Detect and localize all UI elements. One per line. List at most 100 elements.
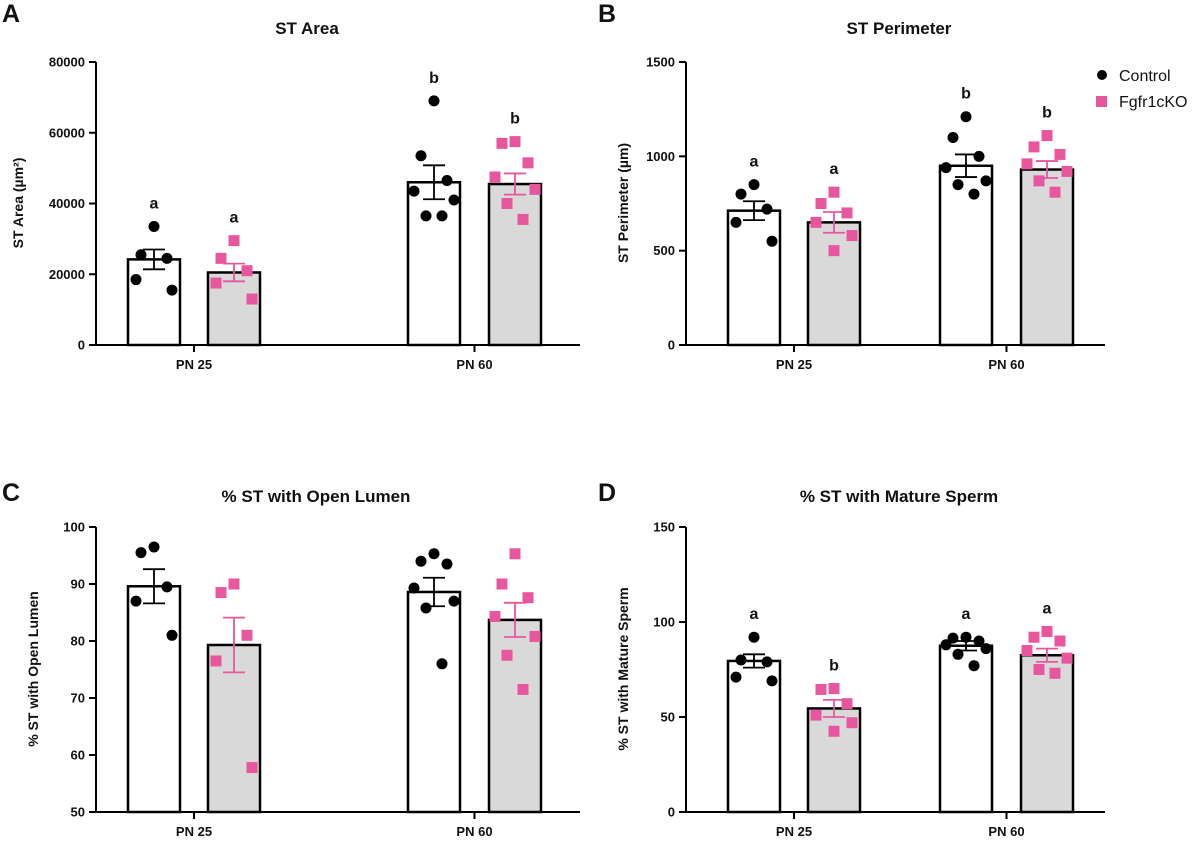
data-point-control <box>408 185 420 197</box>
y-axis-label: % ST with Open Lumen <box>25 591 41 747</box>
data-point-control <box>441 558 453 570</box>
x-tick-label: PN 25 <box>776 824 812 839</box>
panel-a: A ST Area ST Area (µm²) 0 20000 40000 60000… <box>2 0 580 372</box>
y-tick-label: 60 <box>71 748 85 763</box>
data-point-fgfr1ckO <box>1028 141 1040 153</box>
data-point-fgfr1ckO <box>846 717 858 729</box>
y-tick-label: 500 <box>653 243 675 258</box>
chart-title: ST Area <box>275 19 339 38</box>
data-point-control <box>761 203 773 215</box>
legend: Control Fgfr1cKO <box>1096 68 1187 111</box>
bar-fgfr1ckO <box>1019 654 1075 814</box>
data-point-fgfr1ckO <box>215 252 227 264</box>
data-point-fgfr1ckO <box>828 683 840 694</box>
x-tick-label: PN 60 <box>988 824 1024 839</box>
significance-letter: b <box>510 111 520 128</box>
data-point-fgfr1ckO <box>517 683 529 695</box>
data-point-fgfr1ckO <box>241 265 253 277</box>
data-point-control <box>730 671 742 683</box>
data-point-control <box>735 654 747 666</box>
data-point-fgfr1ckO <box>810 216 822 228</box>
data-point-control <box>135 249 147 261</box>
data-point-fgfr1ckO <box>246 762 258 774</box>
significance-letter: a <box>1043 601 1052 618</box>
data-point-fgfr1ckO <box>1041 130 1053 142</box>
data-point-control <box>148 220 160 232</box>
data-point-fgfr1ckO <box>496 578 508 590</box>
data-point-fgfr1ckO <box>246 293 258 305</box>
data-point-fgfr1ckO <box>810 709 822 721</box>
data-point-fgfr1ckO <box>1041 626 1053 637</box>
y-tick-label: 0 <box>668 338 675 353</box>
data-point-control <box>130 274 142 286</box>
data-point-control <box>135 547 147 559</box>
y-tick-label: 100 <box>653 615 675 630</box>
data-point-fgfr1ckO <box>509 548 521 560</box>
data-point-control <box>761 656 773 668</box>
y-tick-label: 1000 <box>646 149 675 164</box>
data-point-control <box>940 162 952 174</box>
plot-area: 0 500 1000 1500 PN 25 PN 60 a b a b <box>646 55 1105 372</box>
data-point-fgfr1ckO <box>828 725 840 737</box>
data-point-fgfr1ckO <box>1033 664 1045 675</box>
panel-letter-a: A <box>2 0 20 28</box>
data-point-control <box>947 632 959 644</box>
data-point-control <box>952 179 964 191</box>
significance-letter: b <box>429 70 439 87</box>
x-tick-label: PN 60 <box>988 357 1024 372</box>
significance-letter: a <box>750 606 759 623</box>
y-axis-label: ST Area (µm²) <box>10 158 26 249</box>
data-point-control <box>735 188 747 200</box>
x-tick-label: PN 25 <box>176 824 212 839</box>
legend-label-fgfr1ckO: Fgfr1cKO <box>1119 94 1187 111</box>
data-point-control <box>748 631 760 643</box>
chart-title: % ST with Mature Sperm <box>800 487 998 506</box>
y-tick-label: 100 <box>63 520 85 535</box>
y-axis-label: ST Perimeter (µm) <box>615 143 631 263</box>
plot-area: 50 60 70 80 90 100 PN 25 PN 60 <box>63 520 580 839</box>
data-point-control <box>940 639 952 651</box>
y-tick-label: 1500 <box>646 55 675 70</box>
bar-fgfr1ckO <box>806 221 862 347</box>
data-point-control <box>166 284 178 296</box>
data-point-control <box>968 188 980 200</box>
data-point-fgfr1ckO <box>841 698 853 710</box>
data-point-control <box>973 150 985 162</box>
bar-control <box>938 164 994 347</box>
data-point-control <box>448 194 460 206</box>
data-point-control <box>408 582 420 594</box>
data-point-fgfr1ckO <box>1033 175 1045 187</box>
data-point-control <box>436 658 448 670</box>
data-point-control <box>161 581 173 593</box>
data-point-control <box>947 131 959 143</box>
data-point-control <box>148 541 160 553</box>
significance-letter: b <box>961 86 971 103</box>
bar-control <box>126 585 182 814</box>
x-tick-label: PN 25 <box>176 357 212 372</box>
data-point-fgfr1ckO <box>529 183 541 195</box>
data-point-fgfr1ckO <box>517 213 529 225</box>
data-point-fgfr1ckO <box>846 230 858 242</box>
data-point-fgfr1ckO <box>529 630 541 642</box>
legend-label-control: Control <box>1119 68 1171 85</box>
data-point-fgfr1ckO <box>522 592 534 604</box>
data-point-fgfr1ckO <box>1054 148 1066 160</box>
bar-fgfr1ckO <box>487 182 543 347</box>
significance-letter: a <box>962 606 971 623</box>
significance-letter: a <box>150 195 159 212</box>
panel-c: C % ST with Open Lumen % ST with Open Lu… <box>2 479 580 839</box>
y-tick-label: 70 <box>71 691 85 706</box>
data-point-fgfr1ckO <box>501 198 513 209</box>
data-point-fgfr1ckO <box>828 186 840 198</box>
significance-letter: a <box>230 210 239 227</box>
significance-letter: a <box>750 154 759 171</box>
y-tick-label: 0 <box>78 338 85 353</box>
data-point-fgfr1ckO <box>489 610 501 622</box>
data-point-control <box>441 175 453 187</box>
chart-title: ST Perimeter <box>847 19 952 38</box>
y-tick-label: 50 <box>661 710 675 725</box>
x-tick-label: PN 25 <box>776 357 812 372</box>
legend-marker-fgfr1ckO <box>1096 96 1107 107</box>
significance-letter: b <box>829 658 839 675</box>
